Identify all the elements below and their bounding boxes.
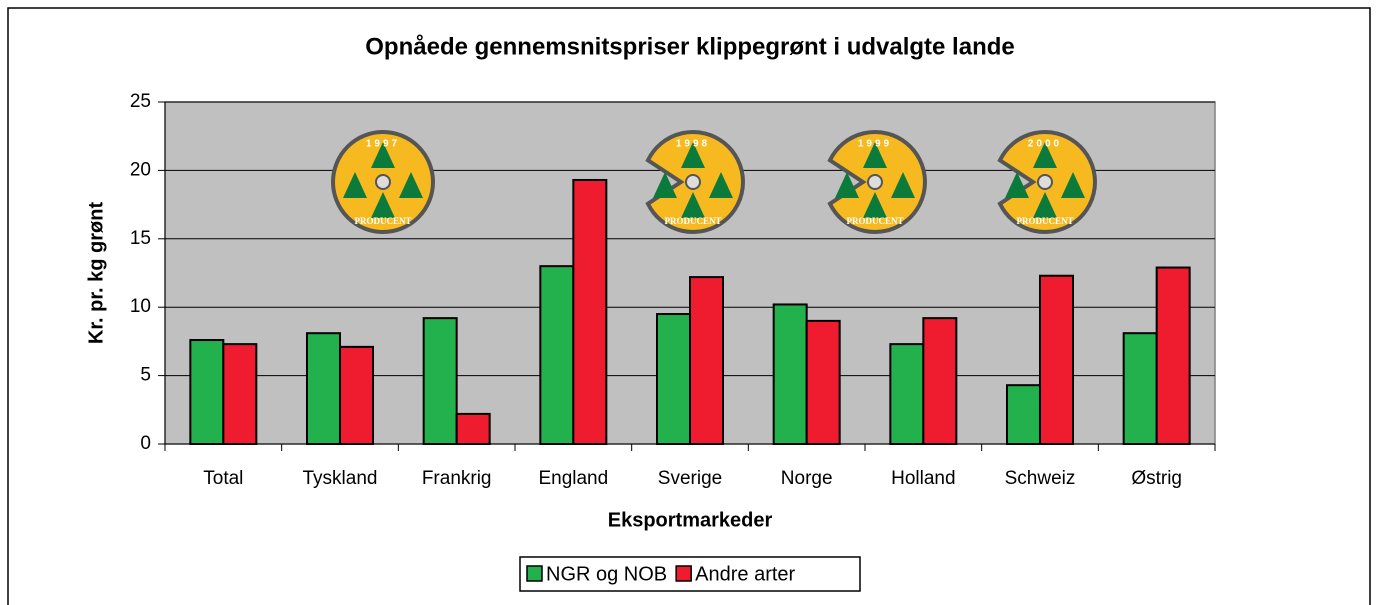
badge: 1998 PRODUCENT bbox=[645, 130, 745, 234]
badge-tree bbox=[835, 172, 859, 198]
bar bbox=[772, 303, 808, 445]
bar bbox=[422, 317, 458, 446]
y-tick-label: 15 bbox=[130, 228, 151, 249]
y-tick-label: 20 bbox=[130, 159, 151, 180]
bar bbox=[339, 345, 374, 446]
x-tick-label: Sverige bbox=[658, 468, 722, 489]
badge-year: 1999 bbox=[858, 139, 892, 150]
badge-tree bbox=[1033, 192, 1057, 218]
x-tick-label: Tyskland bbox=[303, 468, 378, 489]
badge-tree bbox=[1061, 172, 1085, 198]
badge-label: PRODUCENT bbox=[1016, 216, 1073, 226]
x-tick-label: Holland bbox=[891, 468, 955, 489]
x-tick-label: Østrig bbox=[1131, 468, 1182, 489]
bar bbox=[222, 343, 258, 445]
x-axis-label: Eksportmarkeder bbox=[608, 509, 773, 531]
x-tick-label: England bbox=[538, 468, 608, 489]
y-tick-label: 25 bbox=[130, 91, 151, 112]
bar bbox=[889, 343, 925, 445]
badge-tree bbox=[709, 172, 733, 198]
legend-swatch bbox=[526, 565, 543, 582]
bar bbox=[306, 332, 341, 445]
badge-tree bbox=[681, 192, 705, 218]
y-tick-label: 10 bbox=[130, 296, 151, 317]
legend-label: NGR og NOB bbox=[546, 563, 667, 585]
badge: 2000 PRODUCENT bbox=[997, 130, 1097, 234]
badge-tree bbox=[681, 142, 705, 168]
badge-tree bbox=[1033, 142, 1057, 168]
badge-tree bbox=[891, 172, 915, 198]
badge-hole bbox=[375, 174, 391, 190]
badge-label: PRODUCENT bbox=[354, 216, 411, 226]
bar bbox=[455, 412, 491, 445]
bar bbox=[1155, 266, 1191, 446]
badge-tree bbox=[399, 172, 423, 198]
legend-swatch bbox=[675, 565, 692, 582]
badge-label: PRODUCENT bbox=[846, 216, 903, 226]
badge-year: 2000 bbox=[1028, 139, 1062, 150]
badge-tree bbox=[863, 192, 887, 218]
bar bbox=[189, 339, 225, 446]
x-tick-label: Total bbox=[203, 468, 243, 489]
badge: 1999 PRODUCENT bbox=[827, 130, 927, 234]
y-tick-label: 5 bbox=[140, 365, 151, 386]
bar bbox=[805, 319, 841, 446]
bar bbox=[656, 313, 691, 446]
bar bbox=[1122, 332, 1158, 445]
badge-hole bbox=[1037, 174, 1053, 190]
bar bbox=[1039, 274, 1074, 445]
badge-tree bbox=[653, 172, 677, 198]
bar bbox=[922, 317, 958, 446]
badge-tree bbox=[371, 142, 395, 168]
x-tick-label: Norge bbox=[781, 468, 833, 489]
badge: 1997 PRODUCENT bbox=[331, 130, 435, 234]
badge-tree bbox=[863, 142, 887, 168]
chart-title: Opnåede gennemsnitspriser klippegrønt i … bbox=[365, 33, 1014, 60]
badge-hole bbox=[867, 174, 883, 190]
badge-tree bbox=[371, 192, 395, 218]
x-tick-label: Frankrig bbox=[422, 468, 492, 489]
legend-label: Andre arter bbox=[695, 563, 795, 585]
y-tick-label: 0 bbox=[140, 433, 151, 454]
badge-year: 1997 bbox=[366, 139, 400, 150]
badge-label: PRODUCENT bbox=[664, 216, 721, 226]
badge-tree bbox=[1005, 172, 1029, 198]
bar bbox=[1006, 384, 1041, 445]
badge-hole bbox=[685, 174, 701, 190]
y-axis-label: Kr. pr. kg grønt bbox=[85, 202, 107, 345]
badge-tree bbox=[343, 172, 367, 198]
bar bbox=[572, 178, 608, 445]
x-tick-label: Schweiz bbox=[1005, 468, 1076, 489]
badge-year: 1998 bbox=[676, 139, 710, 150]
bar bbox=[689, 276, 724, 445]
bar bbox=[539, 265, 575, 445]
